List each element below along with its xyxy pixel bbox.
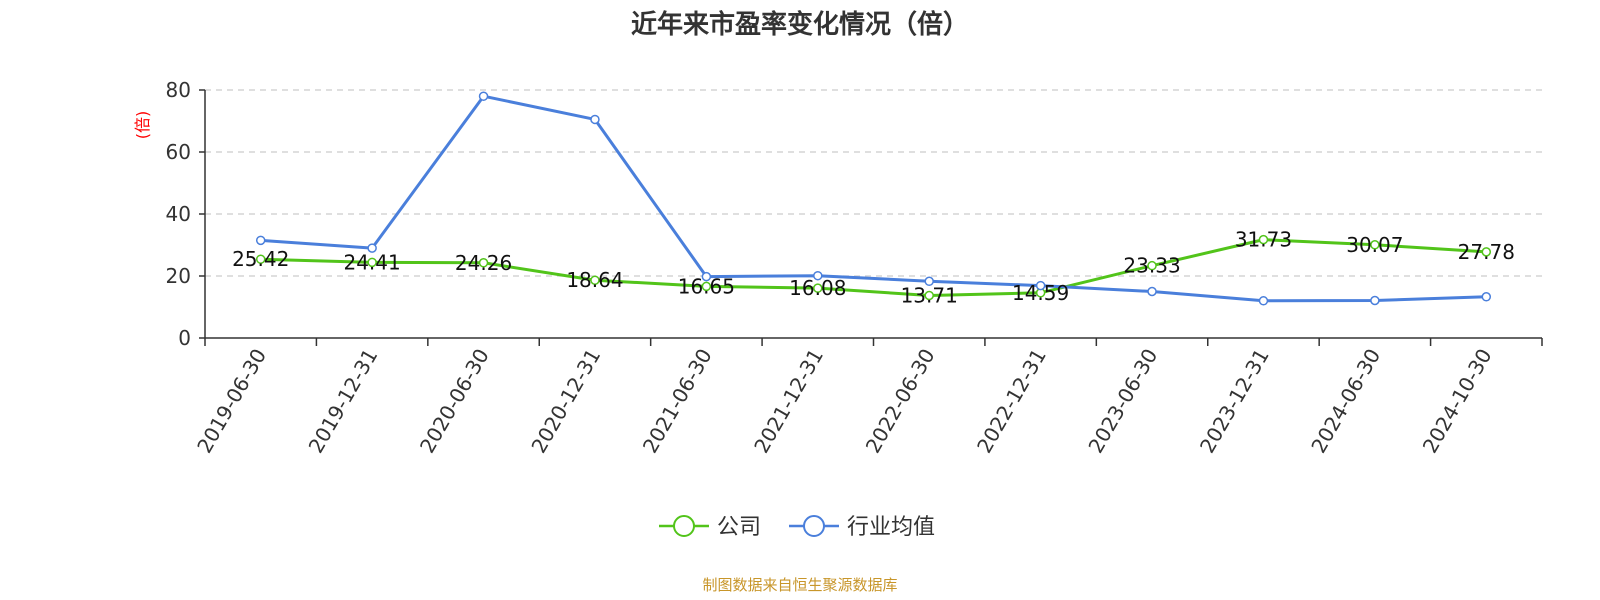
legend-item-0[interactable]: 公司	[659, 515, 761, 540]
data-point	[590, 275, 600, 285]
x-tick-label: 2020-06-30	[415, 344, 494, 457]
data-point	[590, 114, 600, 125]
data-point	[478, 258, 489, 268]
x-tick-label: 2021-12-31	[749, 345, 828, 458]
legend-item-1[interactable]: 行业均值	[789, 515, 935, 540]
axes	[204, 90, 1543, 346]
data-label: 24.41	[343, 250, 400, 274]
data-point	[924, 290, 934, 301]
series-lines	[255, 91, 1492, 306]
data-label: 25.42	[232, 247, 289, 271]
y-tick-labels: 0 20 40 60 80	[166, 78, 191, 350]
data-label: 16.65	[678, 274, 735, 298]
data-point	[1035, 280, 1046, 291]
y-tick-label: 0	[178, 326, 191, 350]
data-point	[367, 243, 377, 253]
data-point	[1147, 260, 1157, 271]
x-tick-label: 2020-12-31	[526, 345, 605, 458]
x-tick-label: 2019-06-30	[192, 345, 271, 458]
data-point	[255, 254, 266, 264]
data-label: 24.26	[455, 251, 512, 275]
y-tick-label: 20	[166, 264, 191, 288]
legend-label: 公司	[717, 515, 761, 540]
gridlines	[199, 89, 1542, 339]
data-point	[255, 235, 266, 246]
x-tick-label: 2024-06-30	[1306, 345, 1385, 458]
data-label: 14.59	[1012, 281, 1069, 305]
data-label: 30.07	[1346, 233, 1403, 257]
data-point	[1147, 286, 1157, 297]
x-tick-label: 2022-06-30	[861, 344, 940, 457]
legend-marker	[803, 515, 825, 537]
y-tick-label: 60	[166, 140, 191, 164]
data-point	[1258, 234, 1269, 245]
data-point	[1370, 240, 1380, 250]
data-label: 31.73	[1235, 228, 1292, 252]
data-point	[367, 257, 377, 268]
series-line-1	[260, 94, 1487, 303]
legend-label: 行业均值	[847, 515, 935, 540]
source-note: 制图数据来自恒生聚源数据库	[702, 576, 897, 594]
x-tick-label: 2022-12-31	[972, 345, 1051, 458]
data-point	[701, 271, 712, 282]
data-point	[813, 270, 823, 281]
chart-title: 近年来市盈率变化情况（倍）	[631, 9, 969, 40]
x-tick-labels: 2019-06-30 2019-12-31 2020-06-30 2020-12-31…	[192, 344, 1496, 457]
x-tick-label: 2023-12-31	[1195, 345, 1274, 458]
x-tick-label: 2023-06-30	[1083, 345, 1162, 458]
y-axis-label: (倍)	[133, 111, 152, 140]
x-tick-label: 2021-06-30	[638, 345, 717, 458]
data-point	[478, 91, 489, 101]
legend-marker	[673, 515, 695, 537]
series-line-0	[260, 238, 1487, 297]
data-point	[1258, 296, 1269, 306]
data-point	[813, 283, 823, 293]
data-label: 16.08	[789, 276, 846, 300]
data-point	[924, 276, 934, 287]
data-label: 18.64	[566, 268, 623, 292]
data-point	[701, 281, 712, 292]
x-tick-label: 2019-12-31	[304, 345, 383, 458]
data-point	[1370, 295, 1380, 306]
data-point	[1481, 292, 1492, 302]
data-labels: 25.42 24.41 24.26 18.64 16.65 16.08 13.71 14.59…	[232, 228, 1515, 308]
legend[interactable]: 公司 行业均值	[659, 515, 935, 540]
data-label: 23.33	[1123, 254, 1180, 278]
y-tick-label: 80	[166, 78, 191, 102]
x-tick-label: 2024-10-30	[1418, 345, 1497, 458]
data-label: 13.71	[901, 283, 958, 307]
y-tick-label: 40	[166, 202, 191, 226]
data-point	[1481, 247, 1492, 257]
data-label: 27.78	[1458, 240, 1515, 264]
